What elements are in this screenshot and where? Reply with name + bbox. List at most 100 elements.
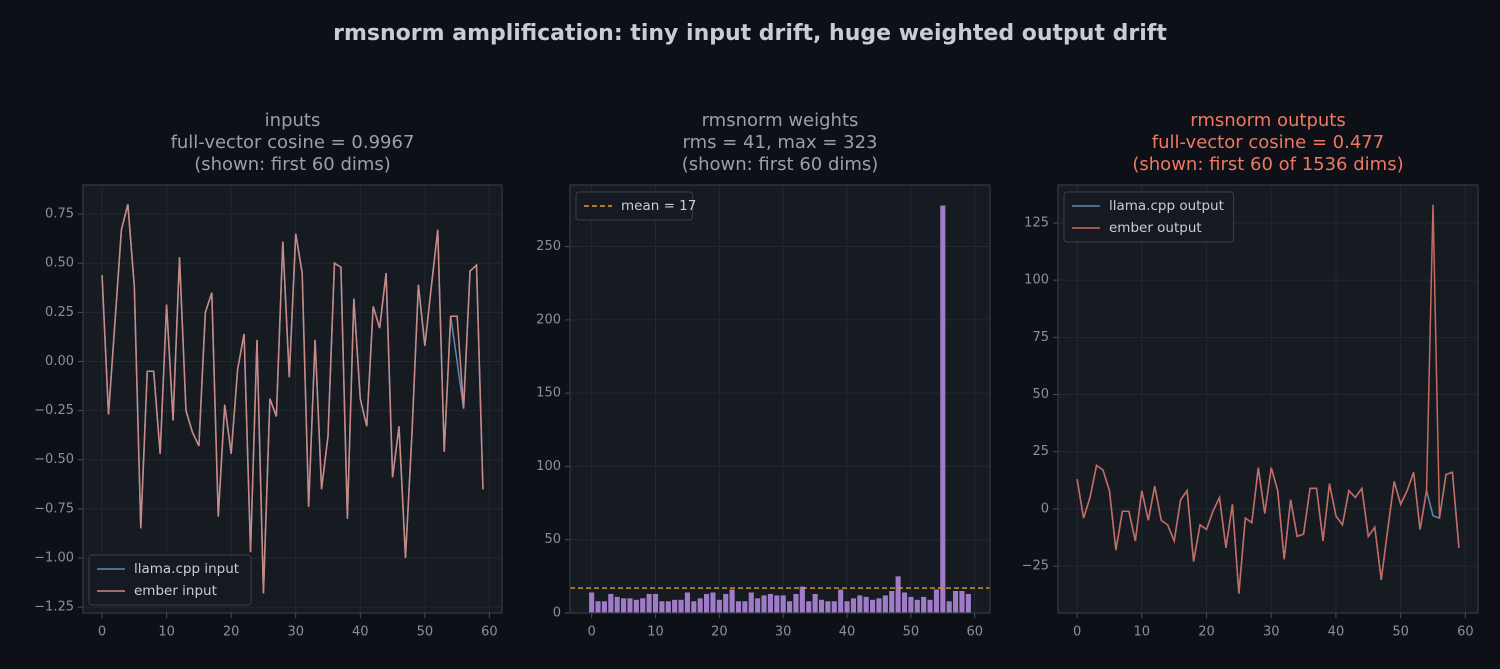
bar (793, 593, 799, 613)
bar (665, 601, 671, 613)
bar (959, 591, 965, 613)
y-tick-label: 0 (1041, 501, 1049, 516)
y-tick-label: 25 (1032, 444, 1049, 459)
subplot-title: (shown: first 60 dims) (194, 154, 391, 175)
x-tick-label: 10 (647, 625, 664, 640)
legend-label: ember input (134, 583, 217, 599)
bar (735, 601, 742, 613)
legend-label: llama.cpp input (134, 561, 239, 577)
axes-frame (569, 184, 991, 614)
plot-area (83, 185, 502, 613)
y-tick-label: 150 (536, 386, 561, 401)
bar (876, 598, 882, 613)
y-tick-label: 100 (536, 459, 561, 474)
bar (742, 601, 748, 613)
y-tick-label: 0.50 (45, 256, 74, 271)
x-tick-label: 20 (711, 625, 728, 640)
legend-label: mean = 17 (621, 198, 696, 214)
bar (812, 593, 818, 613)
bar (850, 598, 856, 613)
y-tick-label: 125 (1024, 215, 1049, 230)
x-tick-label: 60 (481, 625, 498, 640)
x-tick-label: 40 (352, 625, 369, 640)
bar (595, 601, 601, 613)
bar (806, 601, 812, 613)
subplot-title: rmsnorm outputs (1190, 110, 1346, 131)
y-tick-label: −1.00 (34, 550, 74, 565)
bar (716, 599, 722, 613)
bar (678, 599, 684, 613)
bar (882, 595, 888, 613)
plot-area (570, 185, 990, 613)
y-tick-label: 75 (1032, 330, 1049, 345)
x-tick-label: 50 (417, 625, 434, 640)
x-tick-label: 60 (966, 625, 983, 640)
bar (953, 591, 959, 613)
series-line (101, 204, 484, 594)
bar (684, 592, 690, 613)
bar (863, 596, 869, 613)
subplot-title: full-vector cosine = 0.477 (1152, 132, 1384, 153)
x-tick-label: 0 (98, 625, 106, 640)
legend-box (88, 554, 252, 606)
bar (901, 592, 908, 613)
y-tick-label: 200 (536, 312, 561, 327)
bar (767, 593, 773, 613)
bar (946, 601, 952, 613)
legend-label: ember output (1109, 220, 1202, 236)
bar (799, 586, 805, 613)
y-tick-label: 0.25 (45, 305, 74, 320)
bar (895, 576, 901, 613)
bar (640, 598, 646, 613)
bar (933, 589, 939, 613)
bar (659, 601, 665, 613)
bar (729, 589, 735, 613)
bar (755, 598, 761, 613)
figure-title: rmsnorm amplification: tiny input drift,… (333, 21, 1167, 46)
bar (761, 595, 767, 613)
x-tick-label: 20 (223, 625, 240, 640)
subplot-title: rmsnorm weights (702, 110, 859, 131)
y-tick-label: 0.75 (45, 207, 74, 222)
x-tick-label: 30 (287, 625, 304, 640)
plot-area (1058, 185, 1478, 613)
x-tick-label: 50 (1392, 625, 1409, 640)
bar (908, 596, 914, 613)
bar (825, 601, 831, 613)
bar (601, 601, 607, 613)
bar (780, 595, 786, 613)
legend-box (1063, 191, 1235, 243)
axes-frame (82, 184, 503, 614)
x-tick-label: 40 (839, 625, 856, 640)
y-tick-label: 250 (536, 239, 561, 254)
bar (831, 601, 837, 613)
bar (774, 595, 780, 613)
bar (921, 596, 927, 613)
bar (652, 593, 659, 613)
legend-box (575, 191, 693, 221)
bar (704, 593, 710, 613)
series-line (1076, 204, 1460, 594)
y-tick-label: 0.00 (45, 354, 74, 369)
bar (857, 595, 863, 613)
bar (589, 592, 595, 613)
subplot-title: (shown: first 60 dims) (682, 154, 879, 175)
x-tick-label: 50 (903, 625, 920, 640)
subplot-title: full-vector cosine = 0.9967 (171, 132, 415, 153)
y-tick-label: 50 (544, 532, 561, 547)
subplot-title: rms = 41, max = 323 (683, 132, 878, 153)
bar (940, 205, 946, 613)
legend-label: llama.cpp output (1109, 198, 1224, 214)
y-tick-label: −1.25 (34, 600, 74, 615)
bar (870, 599, 876, 613)
y-tick-label: −0.50 (34, 452, 74, 467)
bar (965, 593, 971, 613)
bar (614, 596, 620, 613)
x-tick-label: 30 (775, 625, 792, 640)
y-tick-label: −0.25 (34, 403, 74, 418)
y-tick-label: 50 (1032, 387, 1049, 402)
bar (646, 593, 652, 613)
